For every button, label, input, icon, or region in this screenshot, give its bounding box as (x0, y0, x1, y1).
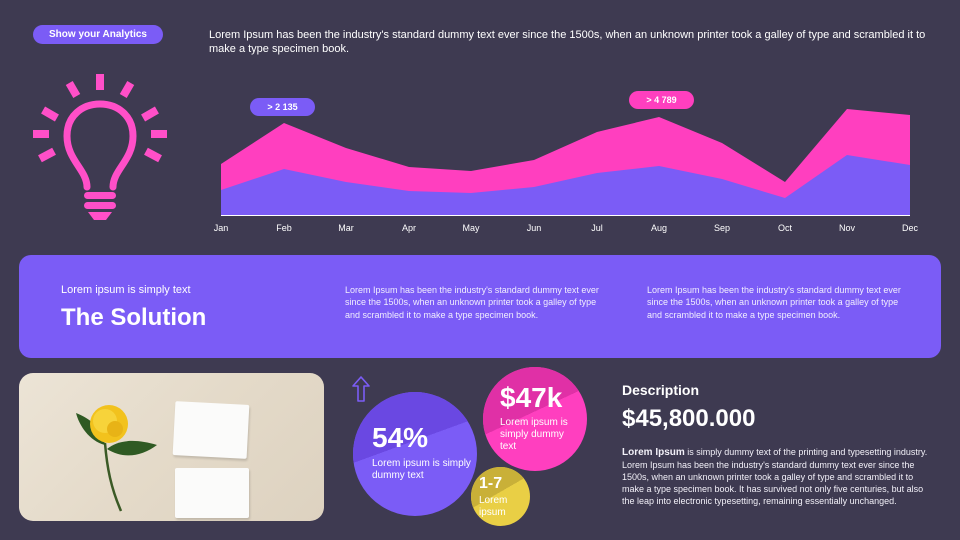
x-tick-label: Jan (213, 223, 229, 233)
description-amount: $45,800.000 (622, 405, 756, 432)
stat-caption: Lorem ipsum is simply dummy text (372, 458, 471, 481)
intro-text: Lorem Ipsum has been the industry's stan… (209, 29, 926, 55)
description-body: Lorem Ipsum is simply dummy text of the … (622, 446, 932, 507)
stat-caption: Lorem ipsum (479, 495, 508, 518)
area-chart (205, 90, 935, 240)
show-analytics-pill: Show your Analytics (33, 25, 163, 44)
solution-subtitle: Lorem ipsum is simply text (61, 284, 191, 296)
blank-card (175, 468, 249, 518)
description-lead: Lorem Ipsum (622, 447, 685, 458)
description-text: is simply dummy text of the printing and… (622, 447, 928, 507)
x-tick-label: Oct (777, 223, 792, 233)
x-tick-label: May (462, 223, 480, 233)
area-series-purple (221, 155, 910, 215)
callout-aug: > 4 789 (629, 91, 694, 109)
stat-circle-percent: 54% Lorem ipsum is simply dummy text (353, 392, 477, 516)
x-tick-label: Nov (838, 223, 855, 233)
x-tick-label: Jun (526, 223, 542, 233)
stat-circle-revenue: $47k Lorem ipsum is simply dummy text (483, 367, 587, 471)
area-chart-plot (221, 109, 910, 216)
solution-column-2: Lorem Ipsum has been the industry's stan… (647, 285, 901, 320)
stat-value: 1-7 (479, 475, 503, 492)
stat-value: $47k (500, 382, 563, 413)
flower-icon (76, 405, 157, 512)
solution-title: The Solution (61, 304, 207, 331)
solution-banner: Lorem ipsum is simply text The Solution … (19, 255, 941, 358)
x-tick-label: Apr (401, 223, 416, 233)
x-tick-label: Mar (338, 223, 354, 233)
solution-column-1: Lorem Ipsum has been the industry's stan… (345, 285, 599, 320)
blank-card (172, 401, 250, 459)
lightbulb-icon (33, 74, 167, 220)
stat-circle-range: 1-7 Lorem ipsum (471, 467, 530, 526)
stat-value: 54% (372, 422, 429, 453)
x-tick-label: Dec (901, 223, 918, 233)
stat-caption: Lorem ipsum is simply dummy text (500, 417, 568, 452)
description-label: Description (622, 382, 700, 398)
callout-feb: > 2 135 (250, 98, 315, 116)
x-tick-label: Sep (713, 223, 730, 233)
x-tick-label: Jul (591, 223, 603, 233)
x-tick-label: Aug (650, 223, 667, 233)
x-tick-label: Feb (276, 223, 292, 233)
flower-cards-photo (19, 373, 324, 521)
